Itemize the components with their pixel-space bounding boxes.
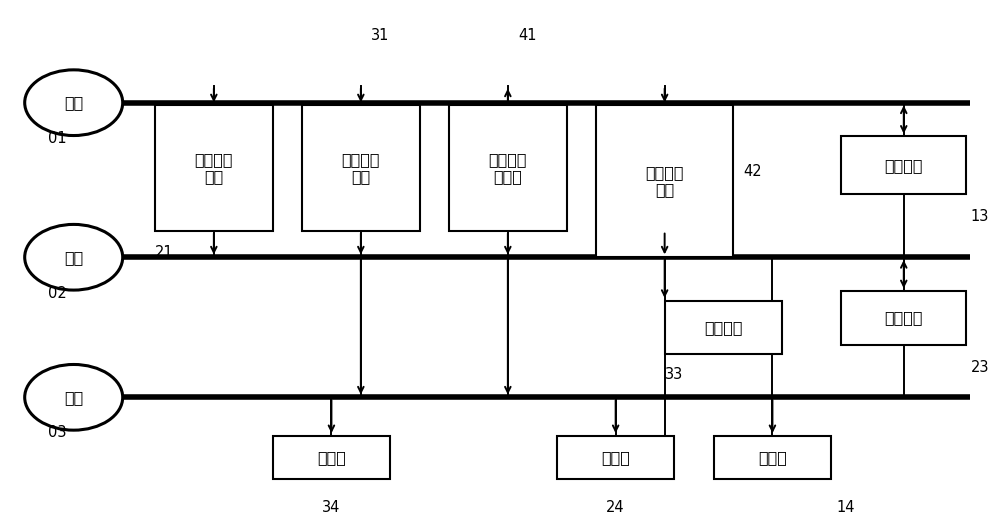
Bar <box>841 291 966 345</box>
Text: 电负荷: 电负荷 <box>758 450 787 465</box>
Text: 31: 31 <box>371 28 390 43</box>
Text: 42: 42 <box>743 164 762 179</box>
Text: 13: 13 <box>970 209 989 224</box>
Text: 地源热泵
系统: 地源热泵 系统 <box>645 165 684 197</box>
Text: 33: 33 <box>665 366 683 382</box>
Bar <box>449 105 567 230</box>
Bar <box>273 436 390 479</box>
Text: 蓄冷单元: 蓄冷单元 <box>704 320 743 335</box>
Bar <box>302 105 420 230</box>
Text: 电能: 电能 <box>64 95 83 110</box>
Ellipse shape <box>25 364 123 430</box>
Text: 冷热电联
供系统: 冷热电联 供系统 <box>489 152 527 184</box>
Bar <box>714 436 831 479</box>
Text: 01: 01 <box>48 131 66 146</box>
Text: 蓄电单元: 蓄电单元 <box>884 158 923 173</box>
Bar <box>841 136 966 194</box>
Text: 23: 23 <box>970 360 989 375</box>
Text: 冷能: 冷能 <box>64 390 83 405</box>
Bar <box>596 105 733 257</box>
Ellipse shape <box>25 70 123 135</box>
Text: 制冷设备
单元: 制冷设备 单元 <box>342 152 380 184</box>
Text: 冷负荷: 冷负荷 <box>317 450 346 465</box>
Text: 34: 34 <box>322 500 341 515</box>
Ellipse shape <box>25 224 123 290</box>
Text: 03: 03 <box>48 425 66 439</box>
Text: 41: 41 <box>518 28 537 43</box>
Text: 热负荷: 热负荷 <box>601 450 630 465</box>
Bar <box>557 436 674 479</box>
Bar <box>665 301 782 354</box>
Text: 21: 21 <box>155 245 174 260</box>
Bar <box>155 105 273 230</box>
Text: 02: 02 <box>48 286 66 301</box>
Text: 14: 14 <box>836 500 855 515</box>
Text: 24: 24 <box>606 500 625 515</box>
Text: 制热设备
单元: 制热设备 单元 <box>195 152 233 184</box>
Text: 热能: 热能 <box>64 250 83 265</box>
Text: 蓄热单元: 蓄热单元 <box>884 311 923 326</box>
